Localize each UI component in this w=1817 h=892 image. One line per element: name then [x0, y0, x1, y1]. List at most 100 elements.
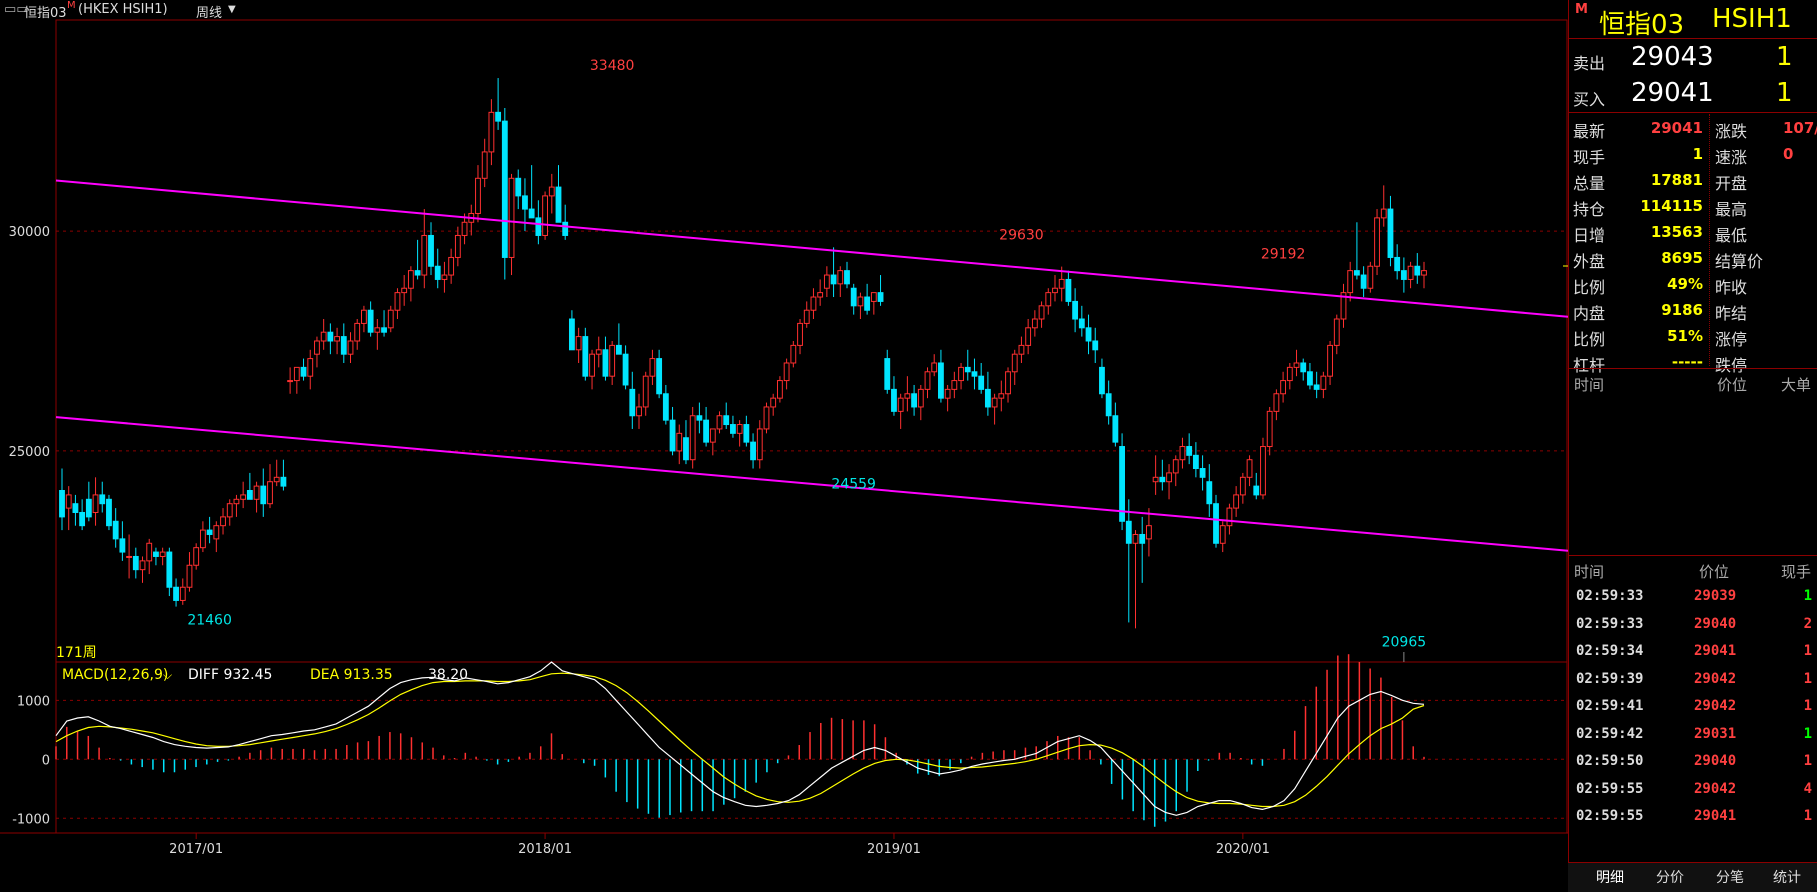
- symbol-name[interactable]: 恒指03: [24, 6, 67, 21]
- sell-price: 29043: [1631, 42, 1714, 72]
- chevron-down-icon[interactable]: ▼: [228, 4, 236, 15]
- tick-row[interactable]: 02:59:33 29039 1: [1569, 588, 1817, 615]
- tick-row[interactable]: 02:59:42 29031 1: [1569, 726, 1817, 753]
- candle-body: [1072, 300, 1079, 320]
- tick-price: 29042: [1694, 670, 1737, 687]
- candle-body: [676, 432, 683, 452]
- candle-body: [743, 424, 750, 443]
- candle-body: [944, 388, 951, 399]
- m-flag-badge: M: [1575, 2, 1588, 17]
- price-annotation: 29630: [999, 227, 1044, 243]
- quote-field-value: 9186: [1661, 301, 1703, 319]
- tick-row[interactable]: 02:59:39 29042 1: [1569, 671, 1817, 698]
- tick-time: 02:59:34: [1576, 643, 1644, 659]
- candle-body: [736, 424, 743, 434]
- candle-body: [716, 415, 723, 430]
- candle-body: [434, 265, 441, 280]
- tick-qty: 1: [1803, 808, 1812, 824]
- tab-stats[interactable]: 统计: [1773, 870, 1801, 886]
- candle-body: [320, 331, 327, 342]
- candle-body: [72, 503, 79, 513]
- quote-field-value: 17881: [1650, 171, 1703, 189]
- macd-axis-tick-label: -1000: [12, 812, 50, 827]
- tab-price-breakdown[interactable]: 分价: [1656, 870, 1684, 886]
- price-axis-tick-label: 25000: [9, 445, 50, 460]
- price-annotation: 21460: [187, 613, 232, 629]
- candle-body: [857, 296, 864, 307]
- candle-body: [1105, 393, 1112, 417]
- candle-body: [568, 318, 575, 351]
- candle-body: [683, 437, 689, 461]
- tick-row[interactable]: 02:59:55 29041 1: [1569, 808, 1817, 835]
- candle-body: [1307, 371, 1313, 386]
- tab-detail[interactable]: 明细: [1596, 870, 1624, 886]
- time-axis-tick-label: 2018/01: [518, 842, 572, 857]
- candle-body: [582, 336, 589, 377]
- candle-body: [649, 358, 656, 377]
- candle-body: [206, 529, 213, 535]
- quote-field-value: 107/0: [1783, 119, 1817, 137]
- candle-body: [1380, 208, 1387, 219]
- quote-field-value: 29041: [1650, 119, 1703, 137]
- time-axis-tick-label: 2020/01: [1216, 842, 1270, 857]
- candle-body: [1320, 375, 1327, 390]
- candle-body: [1394, 256, 1401, 272]
- candle-body: [407, 270, 414, 289]
- candle-body: [381, 327, 387, 333]
- bid-row[interactable]: 买入 29041 1: [1569, 76, 1817, 110]
- candle-body: [938, 362, 944, 399]
- quote-field-label: 持仓: [1573, 200, 1606, 219]
- candle-body: [783, 362, 790, 382]
- candle-body: [662, 393, 669, 421]
- buy-price: 29041: [1631, 78, 1714, 108]
- tick-row[interactable]: 02:59:50 29040 1: [1569, 753, 1817, 780]
- candle-body: [1260, 446, 1266, 496]
- candle-body: [1011, 353, 1018, 373]
- candle-body: [1085, 327, 1092, 342]
- tick-row[interactable]: 02:59:55 29042 4: [1569, 781, 1817, 808]
- candle-body: [998, 393, 1005, 399]
- candle-body: [555, 186, 562, 223]
- candle-body: [79, 511, 86, 527]
- quote-field-label: 速涨: [1715, 148, 1748, 167]
- price-axis-tick-label: 30000: [9, 225, 50, 240]
- candle-body: [1360, 274, 1367, 289]
- candle-body: [756, 428, 763, 461]
- tick-price: 29042: [1694, 780, 1737, 797]
- quote-field-label: 现手: [1573, 148, 1606, 167]
- candle-body: [374, 327, 381, 333]
- candle-body: [1367, 265, 1374, 289]
- period-selector[interactable]: 周线: [196, 6, 223, 21]
- candle-body: [763, 406, 770, 430]
- tab-tick[interactable]: 分笔: [1716, 870, 1744, 886]
- divider: [1569, 555, 1817, 556]
- candle-body: [99, 494, 106, 505]
- big-order-header: 时间 价位 大单: [1569, 374, 1817, 398]
- candle-body: [414, 270, 421, 276]
- ask-row[interactable]: 卖出 29043 1: [1569, 40, 1817, 74]
- layout-icon[interactable]: ▭▭: [4, 2, 29, 17]
- candle-body: [307, 358, 314, 377]
- candle-body: [1293, 362, 1300, 368]
- chart-area[interactable]: 25000 30000 1000 0 -1000 2017/01 2018/01 2019/0…: [0, 0, 1568, 891]
- candle-body: [642, 375, 649, 408]
- candle-body: [166, 551, 173, 588]
- candle-body: [1233, 494, 1240, 509]
- tick-time: 02:59:33: [1576, 588, 1644, 604]
- price-annotation: 29192: [1261, 247, 1306, 263]
- candle-body: [1327, 344, 1333, 377]
- quote-field-label: 比例: [1573, 330, 1606, 349]
- candle-body: [911, 393, 918, 408]
- candle-body: [542, 195, 548, 236]
- tick-row[interactable]: 02:59:34 29041 1: [1569, 643, 1817, 670]
- tick-row[interactable]: 02:59:41 29042 1: [1569, 698, 1817, 725]
- candle-body: [199, 529, 206, 549]
- candle-body: [1099, 366, 1105, 395]
- tick-row[interactable]: 02:59:33 29040 2: [1569, 616, 1817, 643]
- candle-body: [1172, 459, 1179, 474]
- tick-time: 02:59:41: [1576, 698, 1644, 714]
- tick-price: 29041: [1694, 808, 1737, 824]
- candle-body: [173, 586, 179, 601]
- candle-body: [220, 516, 226, 527]
- quote-title: M 恒指03 HSIH1: [1569, 0, 1817, 40]
